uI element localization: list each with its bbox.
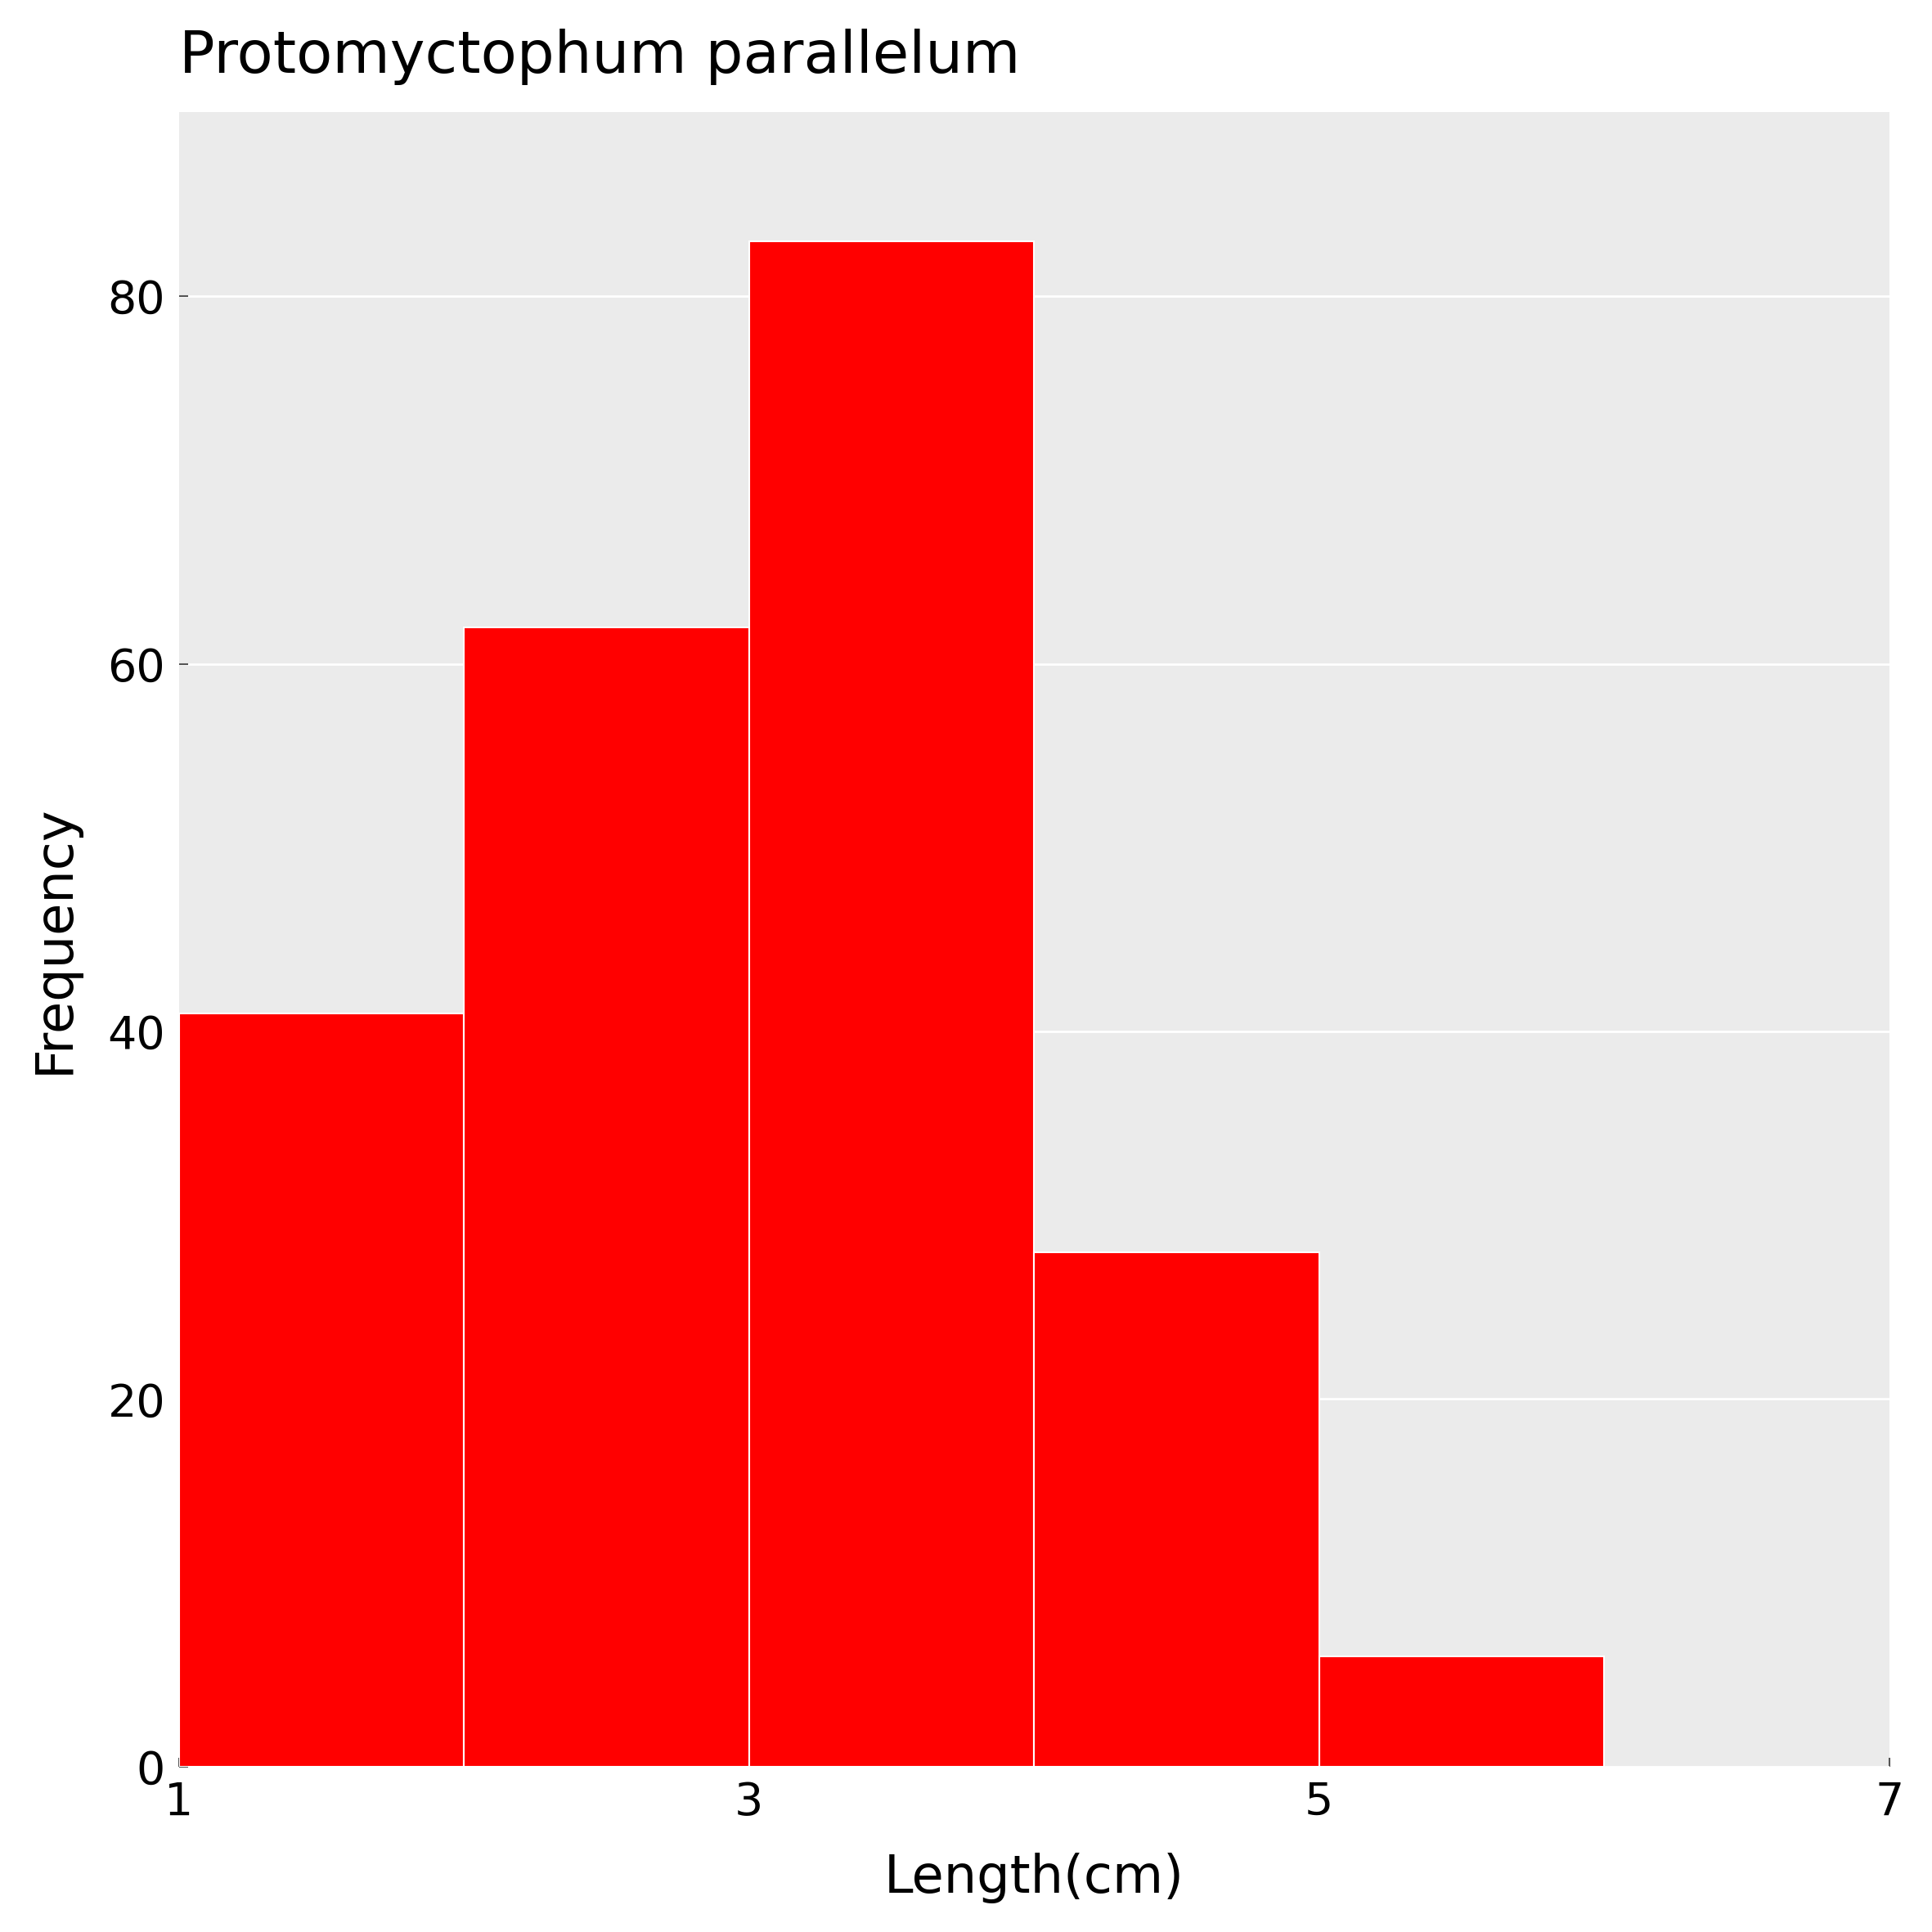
Y-axis label: Frequency: Frequency <box>29 806 79 1074</box>
X-axis label: Length(cm): Length(cm) <box>885 1853 1184 1903</box>
Bar <box>1034 1252 1320 1766</box>
Bar <box>464 628 750 1766</box>
Text: Protomyctophum parallelum: Protomyctophum parallelum <box>180 29 1020 85</box>
Bar <box>750 242 1034 1766</box>
Bar <box>180 1012 464 1766</box>
Bar <box>1320 1656 1604 1766</box>
